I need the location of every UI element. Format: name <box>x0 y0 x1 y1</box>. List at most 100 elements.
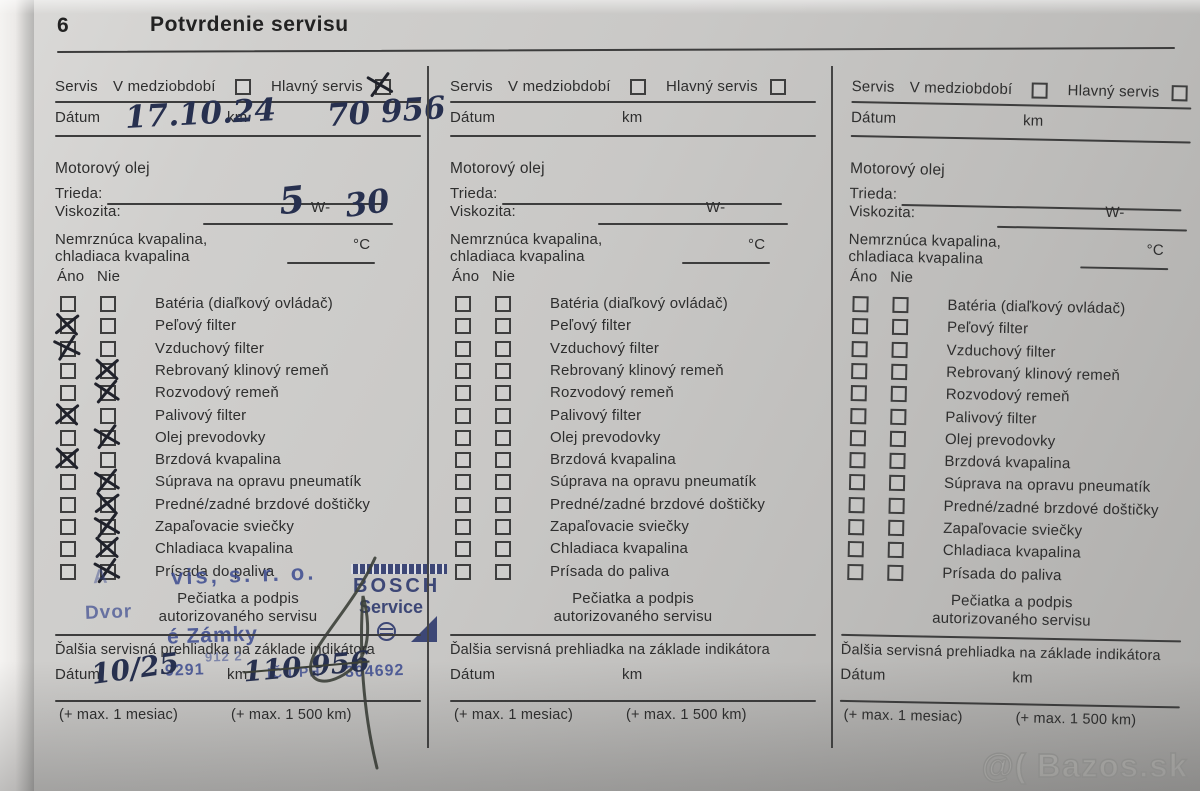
checkbox-nie-item-2 <box>891 319 909 336</box>
km-label: km <box>622 109 643 126</box>
checklist-item-label: Chladiaca kvapalina <box>155 540 294 558</box>
checkbox-nie-item-2 <box>495 318 511 335</box>
nie-header: Nie <box>889 268 914 287</box>
bosch-service-stamp: BOSCH Service <box>351 564 447 660</box>
checkbox-v-medziobdobi <box>235 79 251 95</box>
page-title: Potvrdenie servisu <box>150 13 349 36</box>
checklist-item-label: Brzdová kvapalina <box>155 451 281 469</box>
checklist-item-label: Peľový filter <box>946 319 1029 338</box>
checkbox-ano-item-2 <box>455 318 471 335</box>
checkbox-ano-item-5 <box>850 385 867 402</box>
ano-header: Áno <box>452 268 480 285</box>
motorovy-olej-label: Motorový olej <box>450 160 545 177</box>
checklist-item-label: Batéria (diaľkový ovládač) <box>947 296 1126 318</box>
checkbox-nie-item-6 <box>890 408 907 425</box>
checklist-item-label: Súprava na opravu pneumatík <box>943 475 1151 497</box>
servis-row-rule <box>55 101 421 103</box>
servis-row-rule <box>851 100 1192 110</box>
checkbox-nie-item-6 <box>495 407 511 424</box>
checklist-item-label: Peľový filter <box>550 317 632 335</box>
checkbox-nie-item-8 <box>889 452 906 470</box>
checklist-item-label: Chladiaca kvapalina <box>550 540 689 558</box>
hlavny-servis-label: Hlavný servis <box>271 78 363 95</box>
trieda-line <box>502 203 782 205</box>
checklist-item-label: Olej prevodovky <box>155 428 266 446</box>
checkbox-nie-item-3 <box>495 340 511 357</box>
checkbox-ano-item-8 <box>849 452 866 469</box>
checkbox-v-medziobdobi <box>1031 82 1048 99</box>
ano-header: Áno <box>57 268 85 285</box>
checkbox-ano-item-9 <box>60 474 76 491</box>
checklist-item-label: Chladiaca kvapalina <box>942 542 1081 562</box>
checkbox-ano-item-8 <box>455 452 471 469</box>
checkbox-ano-item-13 <box>455 563 471 580</box>
dalsia-prehliadka-label: Ďalšia servisná prehliadka na základe in… <box>840 641 1161 665</box>
checkbox-nie-item-10 <box>100 496 116 513</box>
checklist-item-label: Rebrovaný klinový remeň <box>946 363 1121 385</box>
service-record-column-2: Servis V medziobdobí Hlavný servis Dátum km M… <box>450 70 816 750</box>
checklist-item-label: Predné/zadné brzdové doštičky <box>943 497 1159 519</box>
checkbox-ano-item-10 <box>848 496 865 514</box>
checkbox-ano-item-12 <box>455 541 471 558</box>
checkbox-ano-item-5 <box>60 385 76 402</box>
datum-row-rule <box>55 135 421 137</box>
celsius-line <box>682 262 770 264</box>
checkbox-ano-item-1 <box>455 296 471 312</box>
checkbox-ano-item-1 <box>852 296 869 313</box>
dalsia-prehliadka-label: Ďalšia servisná prehliadka na základe in… <box>450 642 770 658</box>
stamp-logo-service-text: Service <box>359 597 424 617</box>
checkbox-nie-item-1 <box>495 296 511 312</box>
checklist-item-label: Vzduchový filter <box>946 341 1056 361</box>
checkbox-nie-item-9 <box>888 475 906 492</box>
trieda-label: Trieda: <box>55 185 103 202</box>
stamp-text-fragment-1: A <box>92 565 109 589</box>
nemrznuca-label-line2: chladiaca kvapalina <box>450 248 585 265</box>
km-label: km <box>1022 112 1044 130</box>
nie-header: Nie <box>97 268 121 285</box>
checkbox-ano-item-3 <box>60 340 76 357</box>
max-mesiac-label: (+ max. 1 mesiac) <box>454 707 574 723</box>
checkbox-ano-item-12 <box>847 541 864 558</box>
checklist-item-label: Prísada do paliva <box>942 564 1062 584</box>
checkbox-nie-item-13 <box>100 563 116 580</box>
checklist-item-label: Palivový filter <box>945 408 1037 428</box>
stamp-text-fragment-3: Dvor <box>84 601 133 624</box>
checkbox-nie-item-12 <box>887 542 904 559</box>
checklist-item-label: Batéria (diaľkový ovládač) <box>155 295 333 312</box>
celsius-label: °C <box>748 236 766 253</box>
checkbox-nie-item-4 <box>495 362 511 379</box>
checkbox-nie-item-4 <box>891 363 908 381</box>
next-section-top-rule <box>450 634 816 636</box>
servis-label: Servis <box>450 78 493 95</box>
max-mesiac-label: (+ max. 1 mesiac) <box>843 706 963 726</box>
km-label: km <box>227 109 248 126</box>
checkbox-ano-item-4 <box>60 362 76 379</box>
max-km-label: (+ max. 1 500 km) <box>231 707 352 723</box>
datum-row-rule <box>450 135 816 137</box>
checklist-item-label: Zapaľovacie sviečky <box>550 518 690 535</box>
checkbox-nie-item-7 <box>100 429 116 446</box>
checkbox-nie-item-7 <box>889 430 907 447</box>
checklist-item-label: Prísada do paliva <box>550 562 670 580</box>
checklist-item-label: Rebrovaný klinový remeň <box>550 361 724 379</box>
checkbox-hlavny-servis <box>375 79 391 95</box>
checkbox-hlavny-servis <box>1171 85 1188 102</box>
celsius-label: °C <box>1146 241 1164 260</box>
checkbox-nie-item-8 <box>495 452 511 469</box>
handwritten-signature <box>309 556 379 770</box>
checkbox-ano-item-5 <box>455 385 471 402</box>
handwritten-viscosity-value: 30 <box>342 181 392 225</box>
next-row-rule <box>55 700 421 702</box>
checklist-item-label: Rozvodový remeň <box>550 384 674 402</box>
ano-header: Áno <box>849 268 878 286</box>
checklist-item-label: Zapaľovacie sviečky <box>943 519 1083 540</box>
checkbox-nie-item-1 <box>892 296 909 314</box>
checkbox-ano-item-13 <box>847 563 864 580</box>
peciatka-label-line2: autorizovaného servisu <box>553 608 713 625</box>
checklist-item-label: Vzduchový filter <box>550 339 660 357</box>
page-number: 6 <box>57 14 69 37</box>
viskozita-line <box>997 225 1188 232</box>
checkbox-ano-item-6 <box>60 407 76 424</box>
viskozita-label: Viskozita: <box>55 203 121 220</box>
